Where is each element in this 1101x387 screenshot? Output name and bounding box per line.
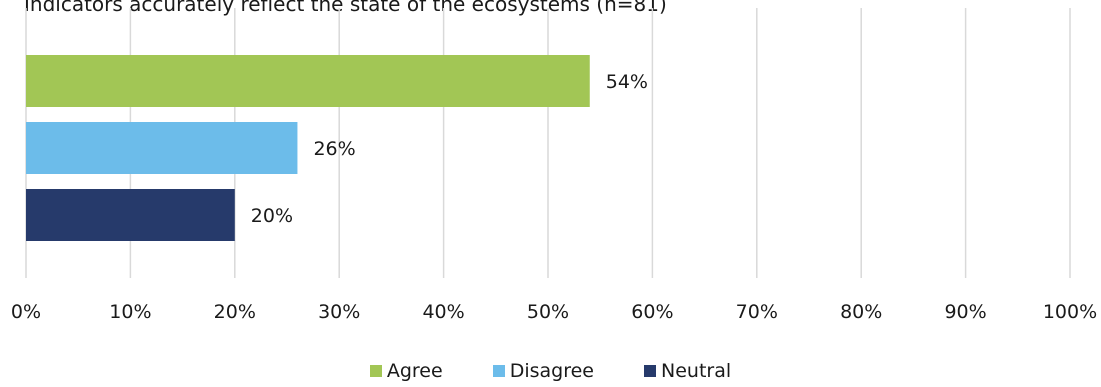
x-tick-label: 40% bbox=[422, 301, 464, 323]
data-label: 20% bbox=[251, 205, 293, 227]
legend-swatch-neutral bbox=[644, 365, 656, 377]
legend-entry-neutral: Neutral bbox=[644, 360, 731, 382]
legend-label-neutral: Neutral bbox=[661, 360, 732, 382]
data-label: 54% bbox=[606, 71, 648, 93]
chart-title: Indicators accurately reflect the state … bbox=[24, 0, 667, 16]
legend-entry-disagree: Disagree bbox=[492, 360, 594, 382]
x-tick-label: 100% bbox=[1043, 301, 1097, 323]
data-label: 26% bbox=[313, 138, 355, 160]
legend: Agree Disagree Neutral bbox=[0, 360, 1101, 382]
x-tick-label: 10% bbox=[109, 301, 151, 323]
bar-neutral bbox=[26, 189, 235, 241]
legend-label-agree: Agree bbox=[386, 360, 443, 382]
x-tick-label: 60% bbox=[631, 301, 673, 323]
legend-label-disagree: Disagree bbox=[509, 360, 594, 382]
x-tick-label: 20% bbox=[214, 301, 256, 323]
legend-entry-agree: Agree bbox=[369, 360, 443, 382]
bar-disagree bbox=[26, 122, 298, 174]
legend-swatch-disagree bbox=[492, 365, 505, 377]
x-tick-label: 70% bbox=[736, 301, 778, 323]
legend-swatch-agree bbox=[369, 365, 382, 377]
x-tick-label: 90% bbox=[944, 301, 986, 323]
x-tick-label: 30% bbox=[318, 301, 360, 323]
x-tick-label: 50% bbox=[527, 301, 569, 323]
bar-agree bbox=[26, 55, 590, 107]
x-tick-label: 80% bbox=[840, 301, 882, 323]
x-tick-label: 0% bbox=[11, 301, 41, 323]
